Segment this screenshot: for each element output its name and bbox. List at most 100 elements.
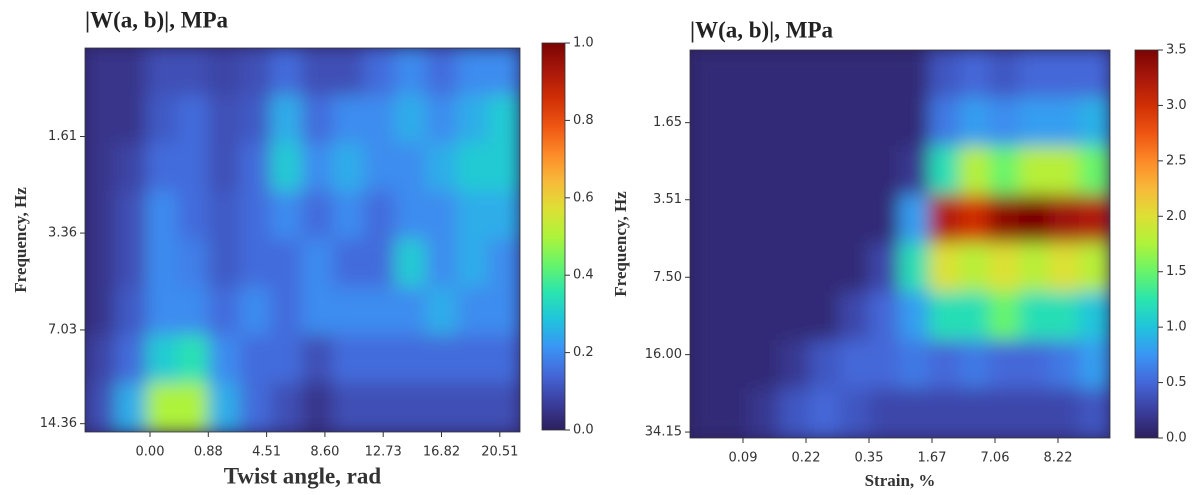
heat-cell — [208, 143, 242, 193]
heat-cell — [332, 239, 366, 289]
colorbar-tick-label: 3.0 — [1166, 98, 1187, 113]
heat-cell — [869, 291, 901, 342]
heat-cell — [363, 335, 397, 385]
heat-cell — [301, 287, 335, 337]
heat-cell — [425, 48, 459, 97]
heat-cell — [456, 287, 490, 337]
heat-cell — [332, 143, 366, 193]
heat-cell — [1019, 291, 1051, 342]
heat-cell — [301, 143, 335, 193]
heat-cell — [239, 48, 273, 97]
heat-cell — [177, 143, 211, 193]
heat-cell — [899, 340, 931, 391]
heat-cell — [809, 388, 841, 438]
heat-cell — [239, 95, 273, 145]
y-tick-label: 16.00 — [645, 347, 682, 362]
heat-cell — [749, 194, 781, 245]
heat-cell — [749, 243, 781, 294]
heat-cell — [270, 287, 304, 337]
heat-cell — [809, 243, 841, 294]
heat-cell — [1079, 291, 1110, 342]
heat-cell — [208, 95, 242, 145]
heat-cell — [959, 194, 991, 245]
heat-cell — [239, 287, 273, 337]
colorbar-tick-label: 0.5 — [1166, 375, 1187, 390]
heat-cell — [749, 340, 781, 391]
heat-cell — [839, 146, 871, 197]
heat-cell — [456, 383, 490, 432]
heat-cell — [208, 287, 242, 337]
heat-cell — [487, 383, 520, 432]
x-tick-label: 16.82 — [423, 445, 460, 460]
heat-cell — [146, 191, 180, 241]
heat-cell — [1049, 50, 1081, 100]
heat-cell — [1079, 97, 1110, 148]
heatmap-cells — [690, 50, 1110, 438]
heat-cell — [1049, 388, 1081, 438]
heat-cell — [425, 335, 459, 385]
heat-cell — [270, 239, 304, 289]
heat-cell — [115, 383, 149, 432]
heat-cell — [394, 48, 428, 97]
heat-cell — [959, 243, 991, 294]
heat-cell — [456, 48, 490, 97]
heat-cell — [929, 291, 961, 342]
heat-cell — [690, 97, 721, 148]
heat-cell — [899, 97, 931, 148]
heat-cell — [456, 143, 490, 193]
colorbar — [1134, 49, 1159, 439]
x-tick-label: 20.51 — [481, 445, 518, 460]
x-tick-label: 1.67 — [918, 451, 947, 466]
x-tick-label: 0.35 — [855, 451, 884, 466]
heat-cell — [85, 383, 118, 432]
heat-cell — [989, 50, 1021, 100]
heat-cell — [456, 335, 490, 385]
heat-cell — [719, 50, 751, 100]
heat-cell — [779, 50, 811, 100]
heat-cell — [332, 335, 366, 385]
heat-cell — [177, 48, 211, 97]
heat-cell — [1079, 243, 1110, 294]
heat-cell — [270, 191, 304, 241]
heat-cell — [869, 194, 901, 245]
heat-cell — [929, 97, 961, 148]
heat-cell — [809, 340, 841, 391]
heat-cell — [690, 146, 721, 197]
heat-cell — [239, 191, 273, 241]
y-tick-label: 3.36 — [48, 226, 77, 241]
y-tick-label: 1.61 — [48, 129, 77, 144]
heat-cell — [839, 340, 871, 391]
heat-cell — [719, 146, 751, 197]
heat-cell — [208, 48, 242, 97]
heat-cell — [1079, 388, 1110, 438]
heat-cell — [85, 48, 118, 97]
plot-frame — [689, 49, 1111, 439]
heat-cell — [208, 191, 242, 241]
heat-cell — [239, 239, 273, 289]
heat-cell — [959, 340, 991, 391]
heat-cell — [1079, 194, 1110, 245]
heat-cell — [690, 194, 721, 245]
heat-cell — [146, 143, 180, 193]
colorbar-tick-label: 1.0 — [573, 36, 594, 51]
heat-cell — [456, 95, 490, 145]
heat-cell — [425, 383, 459, 432]
heat-cell — [1079, 146, 1110, 197]
heat-cell — [989, 146, 1021, 197]
x-tick-label: 8.60 — [310, 445, 339, 460]
heat-cell — [301, 48, 335, 97]
x-tick-label: 8.22 — [1044, 451, 1073, 466]
heat-cell — [146, 48, 180, 97]
heat-cell — [115, 335, 149, 385]
heat-cell — [989, 340, 1021, 391]
heat-cell — [1019, 388, 1051, 438]
heat-cell — [899, 146, 931, 197]
heat-cell — [869, 388, 901, 438]
heat-cell — [363, 143, 397, 193]
y-tick-label: 3.51 — [653, 192, 682, 207]
heat-cell — [779, 146, 811, 197]
heat-cell — [146, 383, 180, 432]
heat-cell — [363, 95, 397, 145]
heat-cell — [1049, 243, 1081, 294]
heat-cell — [899, 388, 931, 438]
